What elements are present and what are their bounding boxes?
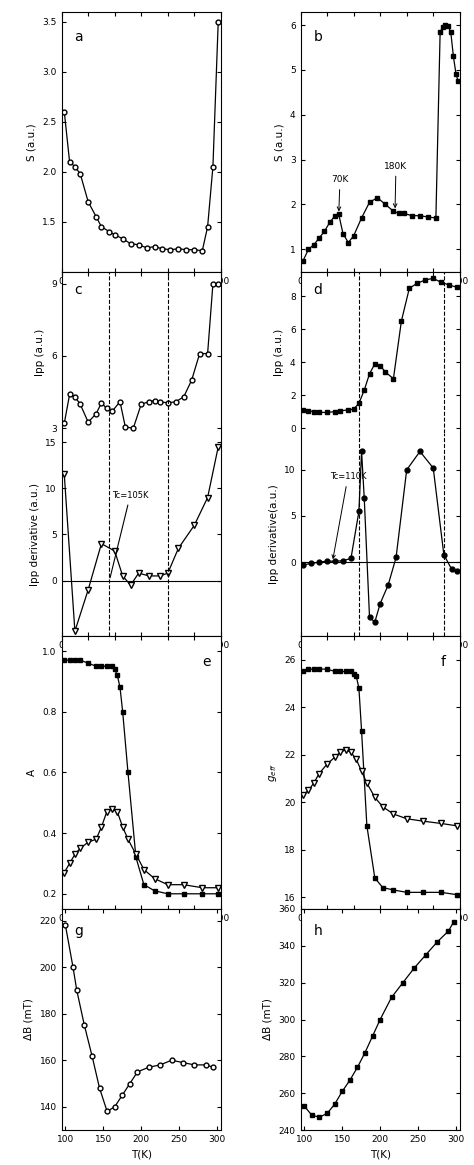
Y-axis label: ΔB (mT): ΔB (mT) <box>263 998 273 1040</box>
X-axis label: T(K): T(K) <box>131 655 152 665</box>
X-axis label: T(K): T(K) <box>370 291 391 302</box>
Text: h: h <box>313 925 322 939</box>
Y-axis label: A: A <box>27 769 37 776</box>
Y-axis label: Ipp (a.u.): Ipp (a.u.) <box>36 329 46 376</box>
X-axis label: T(K): T(K) <box>370 929 391 938</box>
Text: a: a <box>74 30 83 44</box>
Y-axis label: ΔB (mT): ΔB (mT) <box>24 998 34 1040</box>
Y-axis label: Ipp derivative (a.u.): Ipp derivative (a.u.) <box>30 483 40 586</box>
Text: d: d <box>313 283 322 297</box>
Text: b: b <box>313 30 322 44</box>
Text: Tc=110K: Tc=110K <box>330 472 366 558</box>
Text: c: c <box>74 283 82 297</box>
Text: 70K: 70K <box>331 175 349 211</box>
Text: f: f <box>441 655 446 669</box>
X-axis label: T(K): T(K) <box>370 655 391 665</box>
X-axis label: T(K): T(K) <box>370 1150 391 1159</box>
Text: g: g <box>74 925 83 939</box>
X-axis label: T(K): T(K) <box>131 929 152 938</box>
Y-axis label: S (a.u.): S (a.u.) <box>27 122 37 161</box>
Y-axis label: Ipp derivative(a.u.): Ipp derivative(a.u.) <box>269 485 279 585</box>
X-axis label: T(K): T(K) <box>131 1150 152 1159</box>
Y-axis label: $g_{eff}$: $g_{eff}$ <box>266 763 279 782</box>
Y-axis label: Ipp (a.u.): Ipp (a.u.) <box>274 329 284 376</box>
Text: e: e <box>202 655 210 669</box>
Text: Tc=105K: Tc=105K <box>110 490 148 578</box>
Y-axis label: S (a.u.): S (a.u.) <box>274 122 284 161</box>
Text: 180K: 180K <box>384 162 408 207</box>
X-axis label: T(K): T(K) <box>131 291 152 302</box>
